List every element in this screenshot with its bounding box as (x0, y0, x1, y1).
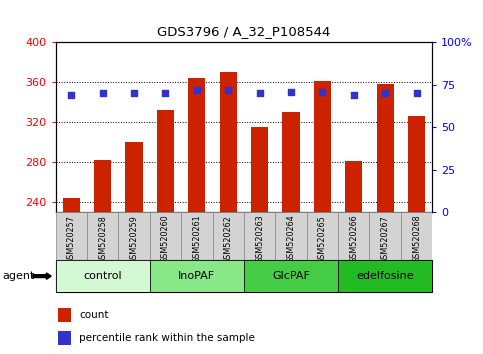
FancyBboxPatch shape (118, 212, 150, 260)
Point (224, 87, 232, 93)
Point (382, 91, 389, 96)
Text: edelfosine: edelfosine (356, 271, 414, 281)
FancyBboxPatch shape (150, 212, 181, 260)
Bar (58, 331, 71, 346)
FancyBboxPatch shape (56, 212, 87, 260)
Text: GSM520264: GSM520264 (286, 215, 296, 263)
Point (350, 92, 357, 98)
Bar (338, 260, 432, 292)
Point (68, 92, 75, 98)
Bar (126, 142, 142, 212)
Text: GSM520266: GSM520266 (349, 215, 358, 263)
Text: GSM520268: GSM520268 (412, 215, 421, 263)
FancyBboxPatch shape (307, 212, 338, 260)
Bar (244, 260, 338, 292)
FancyBboxPatch shape (87, 212, 118, 260)
Point (193, 87, 201, 93)
Bar (377, 85, 394, 212)
FancyBboxPatch shape (275, 212, 307, 260)
FancyBboxPatch shape (401, 212, 432, 260)
Text: GSM520263: GSM520263 (255, 215, 264, 263)
FancyBboxPatch shape (338, 212, 369, 260)
Bar (56, 260, 150, 292)
Point (412, 91, 420, 96)
Text: GSM520262: GSM520262 (224, 215, 233, 263)
Bar (314, 81, 331, 212)
Point (99, 91, 107, 96)
Bar (251, 127, 268, 212)
Bar (94, 160, 111, 212)
Text: GSM520259: GSM520259 (129, 215, 139, 264)
Text: GSM520258: GSM520258 (98, 215, 107, 263)
Text: InoPAF: InoPAF (178, 271, 215, 281)
Text: GlcPAF: GlcPAF (272, 271, 310, 281)
Bar (408, 116, 425, 212)
Bar (157, 110, 174, 212)
Text: count: count (79, 310, 109, 320)
Text: GSM520267: GSM520267 (381, 215, 390, 263)
Text: GSM520257: GSM520257 (67, 215, 76, 264)
Bar (150, 260, 244, 292)
Point (256, 91, 264, 96)
Bar (283, 113, 299, 212)
Text: agent: agent (2, 271, 35, 281)
FancyBboxPatch shape (369, 212, 401, 260)
Point (319, 89, 327, 95)
Text: GSM520260: GSM520260 (161, 215, 170, 263)
Bar (188, 79, 205, 212)
Point (161, 91, 170, 96)
Text: GSM520265: GSM520265 (318, 215, 327, 263)
Point (130, 91, 138, 96)
Point (287, 89, 295, 95)
Bar (345, 161, 362, 212)
Text: control: control (84, 271, 122, 281)
FancyBboxPatch shape (213, 212, 244, 260)
Bar (63, 198, 80, 212)
Text: GSM520261: GSM520261 (192, 215, 201, 263)
FancyBboxPatch shape (244, 212, 275, 260)
Text: GDS3796 / A_32_P108544: GDS3796 / A_32_P108544 (157, 25, 330, 38)
FancyBboxPatch shape (181, 212, 213, 260)
Bar (58, 308, 71, 322)
Bar (220, 73, 237, 212)
Text: percentile rank within the sample: percentile rank within the sample (79, 333, 255, 343)
